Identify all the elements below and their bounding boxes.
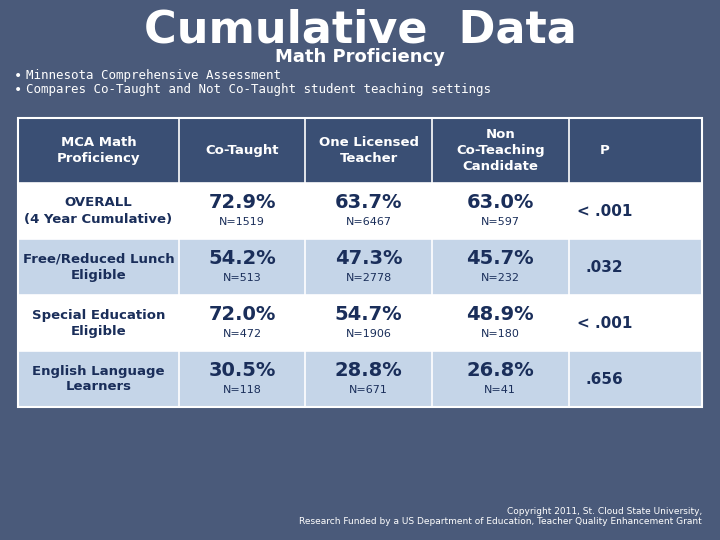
Text: 30.5%: 30.5% [208,361,276,380]
Text: Math Proficiency: Math Proficiency [275,48,445,66]
Text: •: • [14,69,22,83]
Text: N=671: N=671 [349,385,388,395]
Text: Special Education
Eligible: Special Education Eligible [32,308,165,338]
Text: N=472: N=472 [222,329,261,339]
Text: < .001: < .001 [577,204,632,219]
Text: N=180: N=180 [481,329,520,339]
Text: 72.9%: 72.9% [208,192,276,212]
Text: MCA Math
Proficiency: MCA Math Proficiency [57,136,140,165]
Text: < .001: < .001 [577,315,632,330]
Text: P: P [600,144,609,157]
Text: Cumulative  Data: Cumulative Data [143,9,577,51]
Text: 72.0%: 72.0% [208,305,276,323]
Text: 63.7%: 63.7% [335,192,402,212]
Bar [18,183,702,239]
Text: N=2778: N=2778 [346,273,392,283]
Bar [18,351,702,407]
Text: 28.8%: 28.8% [335,361,402,380]
Text: 63.0%: 63.0% [467,192,534,212]
Text: 54.2%: 54.2% [208,248,276,267]
Bar [18,295,702,351]
Text: Compares Co-Taught and Not Co-Taught student teaching settings: Compares Co-Taught and Not Co-Taught stu… [26,84,491,97]
Text: N=597: N=597 [481,217,520,227]
Text: Copyright 2011, St. Cloud State University,
Research Funded by a US Department o: Copyright 2011, St. Cloud State Universi… [300,507,702,526]
Text: N=6467: N=6467 [346,217,392,227]
Text: N=232: N=232 [481,273,520,283]
Text: 54.7%: 54.7% [335,305,402,323]
Text: 26.8%: 26.8% [467,361,534,380]
Bar [18,239,702,295]
Text: Non
Co-Teaching
Candidate: Non Co-Teaching Candidate [456,128,544,173]
Text: N=41: N=41 [485,385,516,395]
Text: Free/Reduced Lunch
Eligible: Free/Reduced Lunch Eligible [22,253,174,281]
Text: 48.9%: 48.9% [467,305,534,323]
Text: N=1519: N=1519 [219,217,265,227]
Text: •: • [14,83,22,97]
Text: Minnesota Comprehensive Assessment: Minnesota Comprehensive Assessment [26,70,281,83]
Text: .656: .656 [585,372,624,387]
Text: 45.7%: 45.7% [467,248,534,267]
Text: N=513: N=513 [222,273,261,283]
Text: N=1906: N=1906 [346,329,392,339]
Text: English Language
Learners: English Language Learners [32,364,165,394]
Text: OVERALL
(4 Year Cumulative): OVERALL (4 Year Cumulative) [24,197,172,226]
Text: N=118: N=118 [222,385,261,395]
Text: Co-Taught: Co-Taught [205,144,279,157]
Text: One Licensed
Teacher: One Licensed Teacher [318,136,418,165]
Bar [18,118,702,183]
Text: 47.3%: 47.3% [335,248,402,267]
Text: .032: .032 [585,260,624,274]
Bar [18,118,702,407]
